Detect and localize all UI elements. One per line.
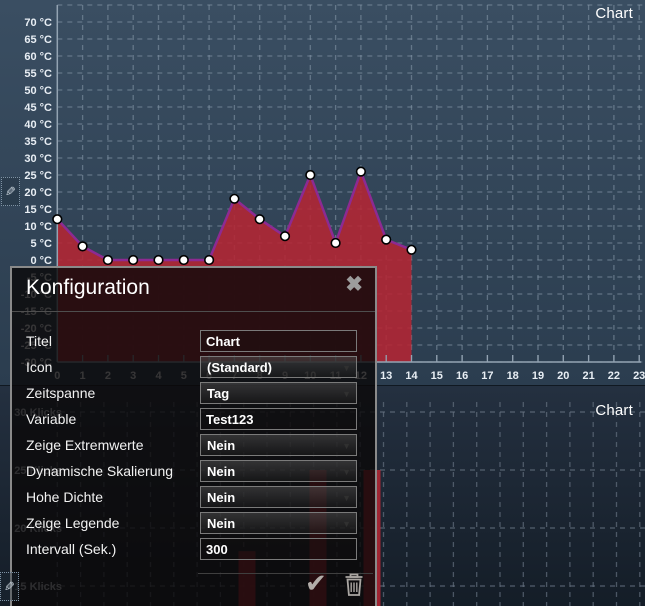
- x-tick-label: 21: [582, 370, 594, 382]
- zeige-legende-label: Zeige Legende: [26, 515, 120, 531]
- data-point-marker: [153, 254, 164, 266]
- x-tick-label: 18: [507, 370, 519, 382]
- dynamische-skalierung-selected-value: Nein: [207, 464, 236, 479]
- x-tick-label: 14: [405, 370, 418, 382]
- x-tick-label: 23: [633, 370, 645, 382]
- zeitspanne-selected-value: Tag: [207, 386, 230, 401]
- x-tick-label: 13: [380, 370, 392, 382]
- y-tick-label: 60 °C: [24, 51, 52, 63]
- data-point-marker: [355, 166, 367, 177]
- x-tick-label: 16: [456, 370, 468, 382]
- data-point-marker: [254, 214, 265, 225]
- icon-select[interactable]: (Standard) ▼: [200, 356, 357, 378]
- field-row-dynamische-skalierung: Dynamische Skalierung Nein ▼: [12, 459, 375, 485]
- y-tick-label: 30 °C: [24, 153, 52, 165]
- x-tick-label: 15: [431, 370, 443, 382]
- chevron-down-icon: ▼: [342, 467, 351, 477]
- pencil-icon: ✎: [4, 578, 15, 594]
- intervall-input[interactable]: [200, 538, 357, 560]
- data-point-marker: [229, 193, 240, 204]
- hohe-dichte-select[interactable]: Nein ▼: [200, 486, 357, 508]
- variable-input[interactable]: [200, 408, 357, 430]
- data-point-marker: [77, 241, 88, 252]
- zeige-legende-selected-value: Nein: [207, 516, 236, 531]
- chevron-down-icon: ▼: [342, 389, 351, 399]
- dialog-title: Konfiguration: [26, 276, 150, 299]
- delete-button[interactable]: [343, 571, 365, 597]
- footer-divider: [198, 573, 373, 574]
- data-point-marker: [52, 214, 63, 225]
- x-tick-label: 20: [557, 370, 569, 382]
- zeige-extremwerte-selected-value: Nein: [207, 438, 236, 453]
- chevron-down-icon: ▼: [342, 441, 351, 451]
- y-tick-label: 70 °C: [24, 17, 52, 29]
- data-point-marker: [330, 237, 341, 249]
- confirm-button[interactable]: ✔: [305, 568, 327, 598]
- y-tick-label: 50 °C: [24, 85, 52, 97]
- titel-input[interactable]: [200, 330, 357, 352]
- zeige-extremwerte-label: Zeige Extremwerte: [26, 437, 144, 453]
- edit-chart2-button[interactable]: ✎: [0, 572, 19, 601]
- zeitspanne-select[interactable]: Tag ▼: [200, 382, 357, 404]
- field-row-zeitspanne: Zeitspanne Tag ▼: [12, 381, 375, 407]
- y-tick-label: 40 °C: [24, 119, 52, 131]
- hohe-dichte-selected-value: Nein: [207, 490, 236, 505]
- chart1-title: Chart: [595, 5, 633, 22]
- trash-icon: [345, 573, 363, 596]
- zeige-legende-select[interactable]: Nein ▼: [200, 512, 357, 534]
- chevron-down-icon: ▼: [342, 363, 351, 373]
- y-tick-label: 5 °C: [30, 238, 52, 250]
- data-point-marker: [204, 254, 215, 266]
- data-point-marker: [279, 231, 291, 242]
- dynamische-skalierung-select[interactable]: Nein ▼: [200, 460, 357, 482]
- y-tick-label: 45 °C: [24, 102, 52, 114]
- edit-chart1-button[interactable]: ✎: [1, 177, 20, 206]
- configuration-dialog: Konfiguration ✖ TitelIcon(Standard)▼Zeit…: [10, 266, 377, 606]
- field-row-icon: Icon (Standard) ▼: [12, 355, 375, 381]
- chevron-down-icon: ▼: [342, 493, 351, 503]
- field-row-variable: Variable: [12, 407, 375, 433]
- x-tick-label: 22: [608, 370, 620, 382]
- zeitspanne-label: Zeitspanne: [26, 385, 96, 401]
- y-tick-label: 35 °C: [24, 136, 52, 148]
- x-tick-label: 19: [532, 370, 544, 382]
- y-tick-label: 0 °C: [30, 255, 52, 267]
- y-tick-label: 20 °C: [24, 187, 52, 199]
- data-point-marker: [381, 234, 392, 245]
- icon-selected-value: (Standard): [207, 360, 272, 375]
- close-icon[interactable]: ✖: [345, 273, 363, 296]
- hohe-dichte-label: Hohe Dichte: [26, 489, 104, 505]
- field-row-titel: Titel: [12, 329, 375, 355]
- y-tick-label: 15 °C: [24, 204, 52, 216]
- data-point-marker: [178, 254, 189, 266]
- data-point-marker: [102, 254, 113, 266]
- data-point-marker: [128, 254, 139, 266]
- field-row-zeige-legende: Zeige Legende Nein ▼: [12, 511, 375, 537]
- pencil-icon: ✎: [5, 183, 16, 199]
- dialog-header: Konfiguration ✖: [12, 268, 375, 312]
- y-tick-label: 65 °C: [24, 34, 52, 46]
- intervall-label: Intervall (Sek.): [26, 541, 117, 557]
- field-row-zeige-extremwerte: Zeige Extremwerte Nein ▼: [12, 433, 375, 459]
- dynamische-skalierung-label: Dynamische Skalierung: [26, 463, 174, 479]
- y-tick-label: 10 °C: [24, 221, 52, 233]
- y-tick-label: 55 °C: [24, 68, 52, 80]
- chevron-down-icon: ▼: [342, 519, 351, 529]
- x-tick-label: 17: [481, 370, 493, 382]
- chart2-title: Chart: [595, 402, 633, 419]
- field-row-intervall: Intervall (Sek.): [12, 537, 375, 563]
- icon-label: Icon: [26, 359, 53, 375]
- zeige-extremwerte-select[interactable]: Nein ▼: [200, 434, 357, 456]
- y-tick-label: 25 °C: [24, 170, 52, 182]
- data-point-marker: [406, 244, 417, 255]
- field-row-hohe-dichte: Hohe Dichte Nein ▼: [12, 485, 375, 511]
- data-point-marker: [305, 169, 316, 181]
- titel-label: Titel: [26, 333, 52, 349]
- variable-label: Variable: [26, 411, 77, 427]
